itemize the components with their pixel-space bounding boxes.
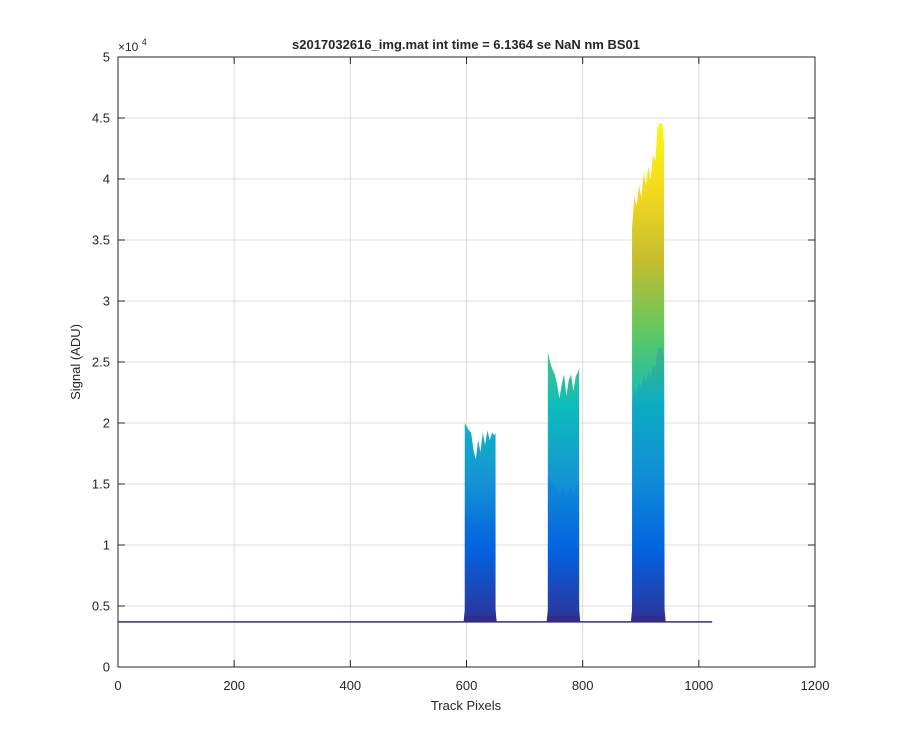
peak-1-shade <box>464 512 496 616</box>
peak-1 <box>463 423 497 622</box>
x-tick-label: 1200 <box>801 678 830 693</box>
x-tick-label: 400 <box>339 678 361 693</box>
y-exponent-power: 4 <box>142 37 147 47</box>
y-tick-label: 2.5 <box>92 355 110 370</box>
y-tick-label: 4.5 <box>92 111 110 126</box>
grid-lines <box>118 57 815 667</box>
peak-3-shade <box>632 347 665 616</box>
y-tick-label: 2 <box>103 416 110 431</box>
x-tick-label: 200 <box>223 678 245 693</box>
x-tick-label: 1000 <box>684 678 713 693</box>
y-tick-label: 5 <box>103 50 110 65</box>
peak-2-shade <box>547 473 580 616</box>
x-tick-label: 600 <box>456 678 478 693</box>
x-axis-label: Track Pixels <box>431 698 502 713</box>
peak-3 <box>630 122 666 622</box>
y-axis-ticks: 0 0.5 1 1.5 2 2.5 3 3.5 4 4.5 5 <box>92 50 815 675</box>
x-tick-label: 800 <box>572 678 594 693</box>
y-tick-label: 1.5 <box>92 477 110 492</box>
chart-title: s2017032616_img.mat int time = 6.1364 se… <box>292 37 640 52</box>
x-tick-label: 0 <box>114 678 121 693</box>
y-exponent-label: ×10 4 <box>118 37 147 54</box>
x-axis-ticks: 0 200 400 600 800 1000 1200 <box>114 57 829 693</box>
y-tick-label: 3 <box>103 294 110 309</box>
y-tick-label: 0.5 <box>92 599 110 614</box>
y-tick-label: 4 <box>103 172 110 187</box>
y-tick-label: 0 <box>103 660 110 675</box>
signal-series <box>118 122 713 623</box>
y-tick-label: 1 <box>103 538 110 553</box>
peak-2 <box>546 352 581 622</box>
y-tick-label: 3.5 <box>92 233 110 248</box>
y-exponent-base: ×10 <box>118 40 139 54</box>
y-axis-label: Signal (ADU) <box>68 324 83 400</box>
